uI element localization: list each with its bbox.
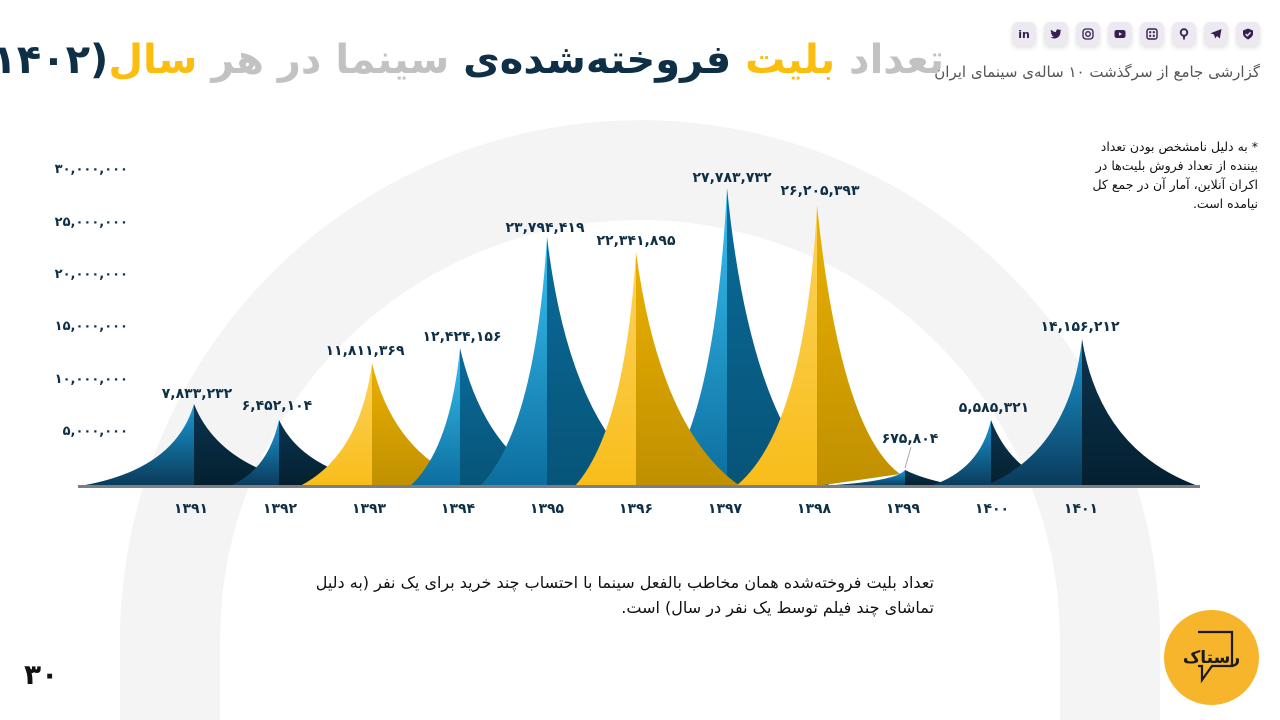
title-part: تعداد xyxy=(835,37,945,83)
telegram-icon[interactable] xyxy=(1204,22,1228,46)
title-part: (۱۴۰۲-۱۳۹۱) xyxy=(0,37,109,83)
title-part: سینما در هر xyxy=(197,37,450,83)
x-tick-label: ۱۳۹۴ xyxy=(441,501,476,517)
logo-text: رستاک xyxy=(1182,647,1241,668)
page-title: تعداد بلیت فروخته‌شده‌ی سینما در هر سال(… xyxy=(0,28,945,92)
value-label: ۱۲,۴۲۴,۱۵۶ xyxy=(423,329,502,345)
x-tick-label: ۱۳۹۳ xyxy=(352,501,387,517)
online-screening-note: * به دلیل نامشخص بودن تعداد بیننده از تع… xyxy=(1092,139,1258,211)
peak-1391 xyxy=(80,404,320,486)
peak-1397 xyxy=(660,188,830,486)
peak-1392 xyxy=(230,420,400,486)
value-label: ۶۷۵,۸۰۴ xyxy=(882,431,939,447)
y-tick-label: ۵,۰۰۰,۰۰۰ xyxy=(63,424,128,439)
footnote: تعداد بلیت فروخته‌شده همان مخاطب بالفعل … xyxy=(315,573,934,617)
peak-1395 xyxy=(480,237,660,486)
y-tick-label: ۲۵,۰۰۰,۰۰۰ xyxy=(55,215,128,230)
y-tick-label: ۲۰,۰۰۰,۰۰۰ xyxy=(55,267,128,282)
y-tick-label: ۱۰,۰۰۰,۰۰۰ xyxy=(55,372,128,387)
x-axis: ۱۳۹۱ ۱۳۹۲ ۱۳۹۳ ۱۳۹۴ ۱۳۹۵ ۱۳۹۶ ۱۳۹۷ ۱۳۹۸ … xyxy=(174,501,1098,517)
y-axis: ۵,۰۰۰,۰۰۰ ۱۰,۰۰۰,۰۰۰ ۱۵,۰۰۰,۰۰۰ ۲۰,۰۰۰,۰… xyxy=(55,162,128,439)
app-grid-icon[interactable] xyxy=(1140,22,1164,46)
subtitle: گزارشی جامع از سرگذشت ۱۰ ساله‌ی سینمای ا… xyxy=(934,63,1260,81)
peak-1401 xyxy=(985,339,1198,486)
y-tick-label: ۱۵,۰۰۰,۰۰۰ xyxy=(55,319,128,334)
value-labels: ۷,۸۳۳,۲۳۲ ۶,۴۵۲,۱۰۴ ۱۱,۸۱۱,۳۶۹ ۱۲,۴۲۴,۱۵… xyxy=(162,170,1120,447)
x-tick-label: ۱۳۹۸ xyxy=(797,501,832,517)
value-label: ۲۷,۷۸۳,۷۳۲ xyxy=(693,170,772,186)
value-label: ۱۴,۱۵۶,۲۱۲ xyxy=(1041,319,1120,335)
x-tick-label: ۱۳۹۱ xyxy=(174,501,208,517)
peak-1394 xyxy=(410,348,560,486)
linkedin-label: in xyxy=(1018,27,1030,41)
location-icon[interactable] xyxy=(1172,22,1196,46)
peak-1393 xyxy=(300,363,480,486)
value-label: ۶,۴۵۲,۱۰۴ xyxy=(242,398,313,414)
x-tick-label: ۱۳۹۶ xyxy=(619,501,653,517)
y-tick-label: ۳۰,۰۰۰,۰۰۰ xyxy=(55,162,128,177)
social-links: in xyxy=(1012,22,1260,46)
speech-bubble-icon xyxy=(1198,630,1234,684)
twitter-icon[interactable] xyxy=(1044,22,1068,46)
linkedin-icon[interactable]: in xyxy=(1012,22,1036,46)
rastak-logo: رستاک xyxy=(1164,610,1259,705)
peak-1396 xyxy=(575,252,740,486)
value-label: ۲۶,۲۰۵,۳۹۳ xyxy=(781,183,860,199)
x-tick-label: ۱۳۹۷ xyxy=(708,501,743,517)
x-tick-label: ۱۴۰۰ xyxy=(975,501,1009,517)
peak-1399 xyxy=(820,470,960,486)
instagram-icon[interactable] xyxy=(1076,22,1100,46)
value-label: ۲۳,۷۹۴,۴۱۹ xyxy=(506,220,585,236)
value-label: ۵,۵۸۵,۳۲۱ xyxy=(959,400,1029,416)
value-label: ۱۱,۸۱۱,۳۶۹ xyxy=(326,343,405,359)
value-label: ۷,۸۳۳,۲۳۲ xyxy=(162,386,233,402)
x-tick-label: ۱۳۹۵ xyxy=(530,501,565,517)
peak-1400 xyxy=(930,420,1060,486)
value-label: ۲۲,۳۴۱,۸۹۵ xyxy=(597,233,676,249)
x-tick-label: ۱۴۰۱ xyxy=(1064,501,1098,517)
x-tick-label: ۱۳۹۲ xyxy=(263,501,298,517)
shield-check-icon[interactable] xyxy=(1236,22,1260,46)
peak-1398 xyxy=(736,205,900,486)
title-part: فروخته‌شده‌ی xyxy=(449,37,732,83)
youtube-icon[interactable] xyxy=(1108,22,1132,46)
x-tick-label: ۱۳۹۹ xyxy=(886,501,921,517)
title-part: بلیت xyxy=(731,37,836,83)
page-number: ۳۰ xyxy=(24,658,59,691)
title-part: سال xyxy=(108,37,198,83)
x-axis-line xyxy=(78,485,1200,488)
